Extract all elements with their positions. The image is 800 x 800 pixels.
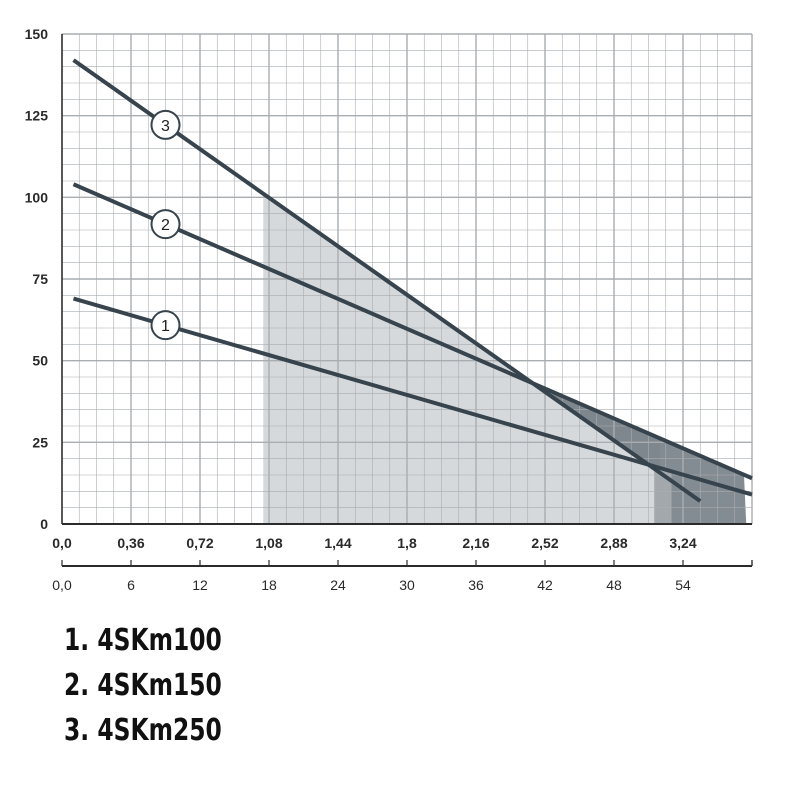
series-marker-2: 2	[150, 209, 181, 240]
legend-item-2: 2. 4SKm150	[64, 668, 222, 703]
x-primary-tick-label: 0,72	[186, 535, 213, 551]
x-secondary-tick-label: 0,0	[52, 577, 72, 593]
series-marker-label: 2	[161, 217, 170, 234]
x-primary-tick-label: 1,44	[324, 535, 351, 551]
axes	[61, 34, 753, 567]
x-secondary-tick-label: 36	[468, 577, 484, 593]
y-tick-label: 50	[32, 353, 48, 369]
series-lines	[72, 58, 753, 503]
legend-item-1: 1. 4SKm100	[64, 623, 222, 658]
x-secondary-tick-label: 30	[399, 577, 415, 593]
x-primary-tick-label: 2,52	[531, 535, 558, 551]
x-primary-tick-label: 3,24	[669, 535, 696, 551]
shade-medium	[654, 466, 672, 524]
x-primary-tick-label: 0,0	[52, 535, 72, 551]
x-primary-tick-label: 0,36	[117, 535, 144, 551]
x-secondary-tick-label: 24	[330, 577, 346, 593]
series-marker-label: 1	[161, 318, 170, 335]
series-marker-circle	[150, 209, 181, 240]
shade-light	[263, 193, 660, 524]
series-marker-circle	[150, 109, 181, 140]
grid	[61, 33, 753, 525]
series-line-2	[72, 182, 753, 481]
x-primary-tick-label: 2,88	[600, 535, 627, 551]
series-line-3	[72, 58, 702, 503]
x-secondary-tick-label: 12	[192, 577, 208, 593]
x-secondary-tick-label: 18	[261, 577, 277, 593]
series-marker-3: 3	[150, 109, 181, 140]
y-tick-label: 75	[32, 271, 48, 287]
x-primary-tick-label: 2,16	[462, 535, 489, 551]
series-marker-circle	[150, 310, 181, 341]
tick-labels: 0 25 50 75 100 125 150 0,0 0,36 0,72 1,08 1,44 1,8 2,…	[25, 26, 697, 593]
series-markers: 1 2 3	[150, 109, 181, 341]
series-marker-1: 1	[150, 310, 181, 341]
x-primary-tick-label: 1,08	[255, 535, 282, 551]
series-line-1	[72, 296, 753, 497]
y-tick-label: 125	[25, 108, 49, 124]
series-marker-label: 3	[161, 118, 170, 135]
x-primary-tick-label: 1,8	[397, 535, 417, 551]
legend-item-3: 3. 4SKm250	[64, 713, 222, 748]
x-secondary-tick-label: 6	[127, 577, 135, 593]
y-tick-label: 25	[32, 434, 48, 450]
x-secondary-tick-label: 48	[606, 577, 622, 593]
y-tick-label: 100	[25, 189, 49, 205]
legend: 1. 4SKm100 2. 4SKm150 3. 4SKm250	[64, 618, 266, 753]
y-tick-label: 150	[25, 26, 49, 42]
x-secondary-tick-label: 54	[675, 577, 691, 593]
x-secondary-tick-label: 42	[537, 577, 553, 593]
y-tick-label: 0	[40, 516, 48, 532]
